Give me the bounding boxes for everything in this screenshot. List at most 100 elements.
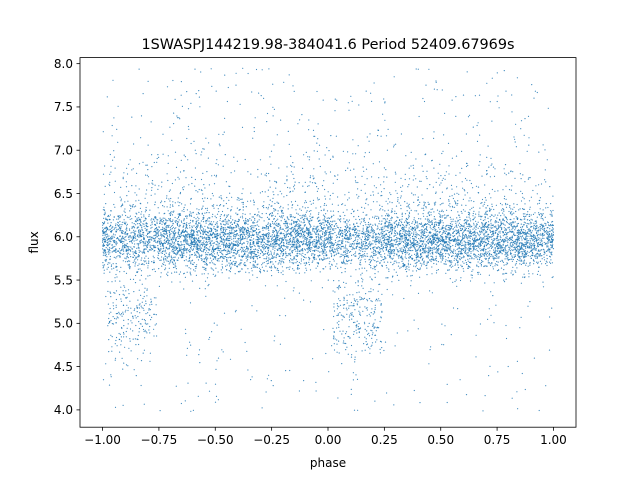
data-point xyxy=(541,255,543,257)
data-point xyxy=(159,238,161,240)
data-point xyxy=(189,250,191,252)
data-point xyxy=(227,86,229,89)
data-point xyxy=(326,147,328,149)
data-point xyxy=(121,232,123,234)
data-point xyxy=(247,200,249,202)
data-point xyxy=(480,242,482,244)
data-point xyxy=(368,313,370,315)
data-point xyxy=(549,228,551,230)
data-point xyxy=(496,217,498,219)
data-point xyxy=(209,227,211,229)
data-point xyxy=(304,181,306,183)
data-point xyxy=(339,300,341,302)
data-point xyxy=(404,213,407,215)
data-point xyxy=(419,268,421,271)
data-point xyxy=(413,389,415,392)
data-point xyxy=(204,263,206,265)
data-point xyxy=(493,258,495,260)
data-point xyxy=(359,327,362,329)
data-point xyxy=(193,225,195,227)
data-point xyxy=(254,217,256,220)
data-point xyxy=(378,242,380,244)
data-point xyxy=(535,255,537,257)
data-point xyxy=(129,260,131,262)
data-point xyxy=(491,262,493,264)
data-point xyxy=(408,249,410,251)
data-point xyxy=(106,241,108,243)
data-point xyxy=(195,231,198,233)
data-point xyxy=(480,265,482,267)
data-point xyxy=(488,166,490,168)
data-point xyxy=(358,268,360,270)
data-point xyxy=(135,257,137,259)
data-point xyxy=(276,232,278,235)
data-point xyxy=(295,235,297,237)
data-point xyxy=(527,255,529,257)
data-point xyxy=(512,249,514,252)
data-point xyxy=(396,262,398,264)
data-point xyxy=(482,242,484,245)
data-point xyxy=(404,239,406,241)
data-point xyxy=(499,202,502,205)
data-point xyxy=(233,240,235,242)
data-point xyxy=(126,256,128,258)
data-point xyxy=(151,261,153,263)
data-point xyxy=(519,257,521,259)
data-point xyxy=(400,220,402,222)
data-point xyxy=(210,267,212,269)
data-point xyxy=(107,263,109,265)
data-point xyxy=(542,218,544,220)
data-point xyxy=(213,204,215,206)
data-point xyxy=(408,221,410,224)
data-point xyxy=(359,243,361,245)
data-point xyxy=(412,164,414,166)
data-point xyxy=(304,207,306,209)
data-point xyxy=(134,258,136,260)
data-point xyxy=(201,273,203,275)
data-point xyxy=(297,204,299,206)
data-point xyxy=(332,290,334,292)
data-point xyxy=(111,268,113,270)
data-point xyxy=(234,236,236,238)
data-point xyxy=(251,225,253,227)
data-point xyxy=(485,199,487,201)
data-point xyxy=(297,250,299,252)
data-point xyxy=(235,261,237,263)
data-point xyxy=(297,238,299,240)
data-point xyxy=(452,252,454,254)
data-point xyxy=(110,171,112,173)
data-point xyxy=(387,254,389,256)
data-point xyxy=(202,238,204,240)
data-point xyxy=(196,248,198,250)
data-point xyxy=(349,243,351,245)
data-point xyxy=(513,225,515,227)
data-point xyxy=(265,265,267,267)
data-point xyxy=(355,255,357,257)
data-point xyxy=(393,232,396,234)
data-point xyxy=(334,249,336,251)
data-point xyxy=(322,222,324,224)
data-point xyxy=(272,239,274,242)
data-point xyxy=(479,154,481,156)
data-point xyxy=(355,282,357,284)
data-point xyxy=(552,230,554,232)
data-point xyxy=(275,224,277,226)
data-point xyxy=(181,235,183,237)
data-point xyxy=(366,300,369,302)
data-point xyxy=(354,253,356,255)
data-point xyxy=(319,246,321,248)
data-point xyxy=(364,258,366,260)
data-point xyxy=(388,270,390,272)
data-point xyxy=(174,266,176,268)
data-point xyxy=(408,214,410,216)
data-point xyxy=(550,241,553,243)
data-point xyxy=(176,223,179,225)
data-point xyxy=(509,229,511,231)
data-point xyxy=(455,229,457,231)
data-point xyxy=(233,156,235,158)
data-point xyxy=(427,257,429,259)
data-point xyxy=(550,253,552,255)
data-point xyxy=(225,202,227,205)
data-point xyxy=(552,248,555,250)
data-point xyxy=(372,216,374,218)
